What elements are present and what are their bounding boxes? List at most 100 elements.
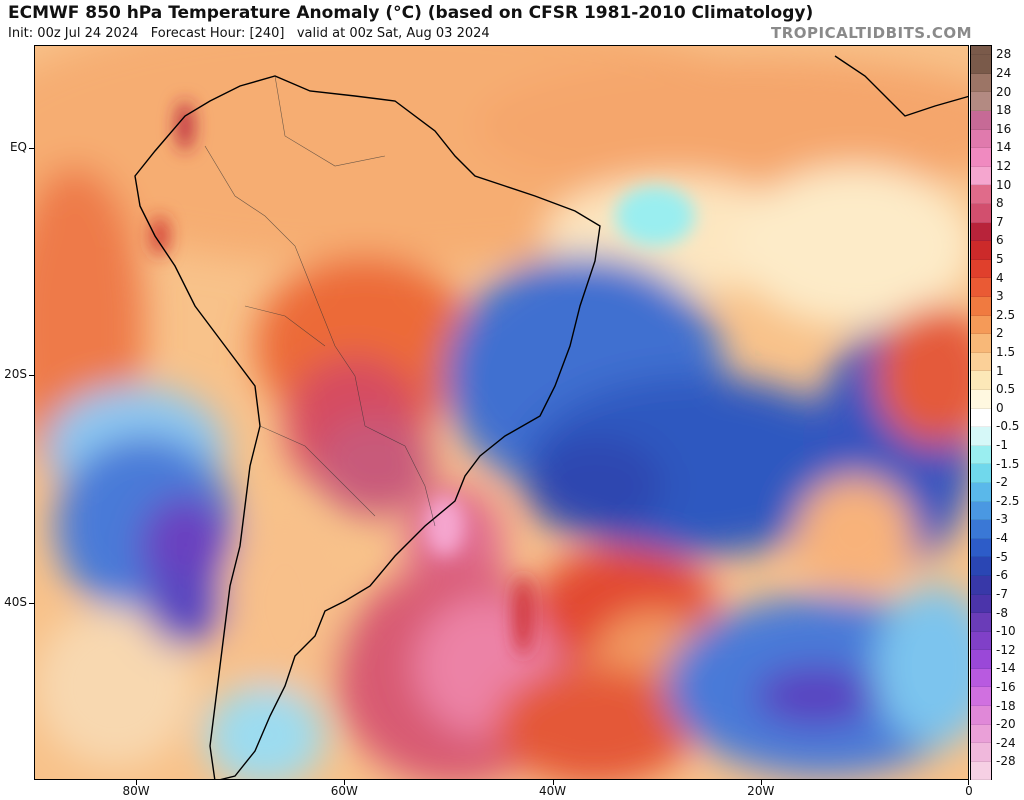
colorbar-label: -2.5 <box>996 493 1020 508</box>
colorbar-label: 18 <box>996 103 1012 118</box>
lon-tick <box>552 780 554 785</box>
anomaly-map <box>35 46 968 779</box>
colorbar-swatch <box>971 371 991 390</box>
colorbar-swatch <box>971 501 991 521</box>
colorbar-swatch <box>971 650 991 669</box>
colorbar-label: -18 <box>996 698 1016 713</box>
borders <box>204 75 436 527</box>
anomaly-field <box>35 46 968 779</box>
colorbar-label: 7 <box>996 214 1004 229</box>
lon-tick <box>136 780 138 785</box>
colorbar-label: -5 <box>996 549 1008 564</box>
map-title: ECMWF 850 hPa Temperature Anomaly (°C) (… <box>8 3 814 23</box>
colorbar-label: 14 <box>996 140 1012 155</box>
colorbar-label: -8 <box>996 605 1008 620</box>
lon-tick <box>344 780 346 785</box>
colorbar-swatch <box>971 706 991 725</box>
colorbar-label: -10 <box>996 624 1016 639</box>
colorbar-label: 6 <box>996 233 1004 248</box>
colorbar-label: -12 <box>996 642 1016 657</box>
lat-tick-label: 40S <box>4 595 27 610</box>
colorbar-swatch <box>971 241 991 260</box>
colorbar-swatch <box>971 482 991 502</box>
colorbar-label: 24 <box>996 65 1012 80</box>
lon-tick <box>760 780 762 785</box>
map-panel <box>34 45 969 780</box>
colorbar-label: -14 <box>996 661 1016 676</box>
colorbar-swatch <box>971 743 991 762</box>
colorbar-swatch <box>971 538 991 558</box>
colorbar-swatch <box>971 352 991 372</box>
lon-tick-label: 80W <box>122 784 150 798</box>
colorbar-swatch <box>971 389 991 409</box>
anomaly-highlights <box>152 101 695 656</box>
lat-tick-label: EQ <box>9 139 27 154</box>
colorbar-swatch <box>971 222 991 242</box>
colorbar-swatch <box>971 464 991 483</box>
colorbar-label: 2 <box>996 326 1004 341</box>
colorbar-swatch <box>971 315 991 335</box>
colorbar-label: -20 <box>996 717 1016 732</box>
colorbar-label: -7 <box>996 586 1008 601</box>
colorbar-label: 12 <box>996 158 1012 173</box>
colorbar-label: 5 <box>996 251 1004 266</box>
colorbar-swatch <box>971 427 991 446</box>
colorbar-label: -1.5 <box>996 456 1020 471</box>
colorbar-swatch <box>971 204 991 223</box>
source-credit: TROPICALTIDBITS.COM <box>771 24 972 42</box>
colorbar-swatch <box>971 111 991 130</box>
colorbar-label: -24 <box>996 735 1016 750</box>
colorbar-swatch <box>971 148 991 167</box>
coastlines <box>134 55 968 779</box>
colorbar-swatch <box>971 445 991 465</box>
colorbar-swatch <box>971 557 991 576</box>
colorbar-swatch <box>971 668 991 688</box>
lat-tick <box>29 147 34 149</box>
colorbar-swatch <box>971 297 991 316</box>
lon-tick-label: 20W <box>747 784 775 798</box>
colorbar-label: 2.5 <box>996 307 1016 322</box>
colorbar-label: 0.5 <box>996 382 1016 397</box>
colorbar-label: 16 <box>996 121 1012 136</box>
colorbar-label: 8 <box>996 196 1004 211</box>
lat-tick-label: 20S <box>4 367 27 382</box>
colorbar-swatch <box>971 613 991 632</box>
colorbar-label: 10 <box>996 177 1012 192</box>
colorbar-swatch <box>971 687 991 707</box>
colorbar-swatch <box>971 73 991 93</box>
colorbar-label: -3 <box>996 512 1008 527</box>
forecast-info: Init: 00z Jul 24 2024 Forecast Hour: [24… <box>8 26 490 41</box>
colorbar-label: 1.5 <box>996 345 1016 360</box>
colorbar-swatch <box>971 166 991 186</box>
colorbar-label: -16 <box>996 679 1016 694</box>
colorbar-label: -0.5 <box>996 419 1020 434</box>
lon-tick-label: 60W <box>330 784 358 798</box>
colorbar-swatch <box>971 129 991 149</box>
colorbar-swatch <box>971 575 991 595</box>
colorbar-swatch <box>971 278 991 298</box>
colorbar-swatch <box>971 408 991 428</box>
lon-tick-label: 0 <box>965 784 973 798</box>
colorbar-swatch <box>971 594 991 614</box>
lat-tick <box>29 603 34 605</box>
colorbar-label: 4 <box>996 270 1004 285</box>
colorbar-label: 1 <box>996 363 1004 378</box>
africa-coastline <box>834 55 968 117</box>
colorbar-label: -28 <box>996 754 1016 769</box>
colorbar-label: -4 <box>996 531 1008 546</box>
colorbar-swatch <box>971 724 991 744</box>
colorbar-swatch <box>971 55 991 74</box>
colorbar-label: 0 <box>996 400 1004 415</box>
colorbar-swatch <box>971 185 991 205</box>
colorbar-label: 20 <box>996 84 1012 99</box>
lat-tick <box>29 375 34 377</box>
colorbar <box>970 45 992 781</box>
colorbar-label: -6 <box>996 568 1008 583</box>
colorbar-swatch <box>971 259 991 279</box>
colorbar-label: 3 <box>996 289 1004 304</box>
colorbar-swatch <box>971 92 991 112</box>
south-america-coastline <box>134 75 601 779</box>
colorbar-swatch <box>971 761 991 781</box>
colorbar-label: -2 <box>996 475 1008 490</box>
colorbar-swatch <box>971 631 991 651</box>
